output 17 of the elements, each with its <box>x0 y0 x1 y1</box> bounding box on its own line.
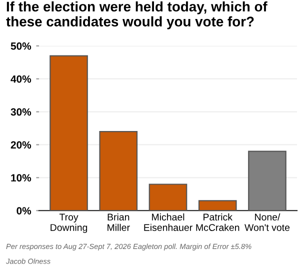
x-tick-label: Michael Eisenhauer <box>144 213 192 231</box>
y-tick-label: 50% <box>10 42 32 50</box>
bar <box>198 200 237 211</box>
bar <box>248 150 286 211</box>
x-tick-label: Troy Downing <box>50 214 88 233</box>
x-tick-label: None/ Won't vote <box>244 213 290 231</box>
y-tick-label: 0% <box>16 207 32 214</box>
bar <box>50 55 88 211</box>
chart-title: If the election were held today, which of these candidates would you vote for? <box>6 1 268 30</box>
y-tick-label: 10% <box>11 174 32 182</box>
x-tick-label: Patrick McCraken <box>196 213 240 231</box>
y-tick-label: 40% <box>10 75 32 83</box>
x-tick-label: Brian Miller <box>108 213 130 231</box>
bar <box>99 130 138 211</box>
bar <box>148 184 188 211</box>
y-tick-label: 20% <box>10 141 32 149</box>
y-tick-label: 30% <box>10 108 32 116</box>
